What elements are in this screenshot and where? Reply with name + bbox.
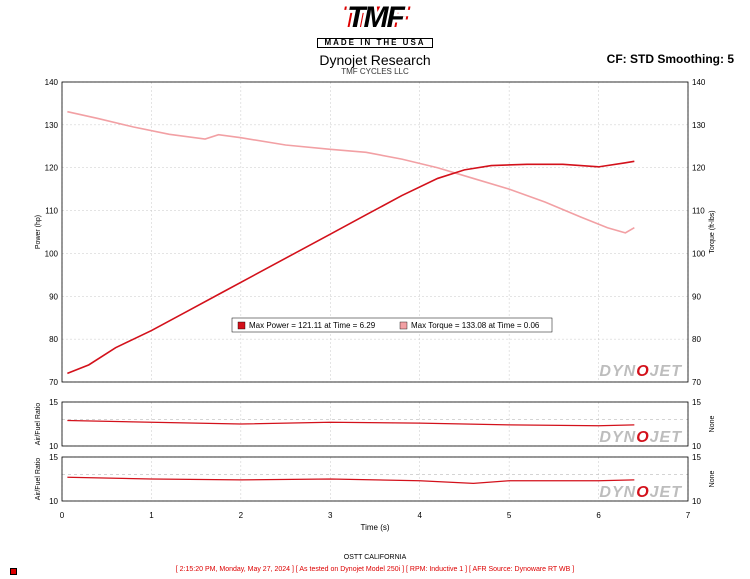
svg-text:7: 7 [686, 511, 691, 520]
logo-band: TMF MADE IN THE USA [0, 0, 750, 52]
chart-subtitle: TMF CYCLES LLC [0, 67, 750, 76]
svg-text:DYNOJET: DYNOJET [599, 484, 682, 501]
svg-text:120: 120 [692, 164, 706, 173]
svg-text:Air/Fuel Ratio: Air/Fuel Ratio [35, 403, 42, 446]
svg-text:None: None [709, 471, 716, 488]
logo-subtext: MADE IN THE USA [317, 38, 432, 48]
svg-text:Max Torque = 133.08 at Time =: Max Torque = 133.08 at Time = 0.06 [411, 321, 540, 330]
svg-text:Power (hp): Power (hp) [35, 215, 42, 249]
svg-text:80: 80 [692, 335, 701, 344]
afr-chart-2: 10 10 15 15 Air/Fuel Ratio None DYNOJET [32, 453, 718, 508]
svg-text:DYNOJET: DYNOJET [599, 429, 682, 446]
svg-text:10: 10 [49, 497, 58, 506]
svg-text:DYNOJET: DYNOJET [599, 363, 682, 380]
svg-text:15: 15 [49, 398, 58, 407]
svg-text:10: 10 [692, 442, 701, 451]
svg-text:130: 130 [45, 121, 59, 130]
svg-text:120: 120 [45, 164, 59, 173]
svg-text:5: 5 [507, 511, 512, 520]
svg-text:6: 6 [596, 511, 601, 520]
svg-text:10: 10 [692, 497, 701, 506]
logo: TMF MADE IN THE USA [317, 3, 432, 49]
svg-text:110: 110 [692, 207, 705, 216]
x-axis: 0 1 2 3 4 5 6 7 Time (s) [32, 508, 718, 534]
main-chart: 70 70 80 80 90 90 100 100 110 110 120 120 130 130 140 1… [32, 78, 718, 398]
svg-text:100: 100 [45, 249, 59, 258]
svg-text:130: 130 [692, 121, 706, 130]
footer-meta: [ 2:15:20 PM, Monday, May 27, 2024 ] [ A… [0, 566, 750, 573]
svg-text:Max Power = 121.11 at Time = 6: Max Power = 121.11 at Time = 6.29 [249, 321, 376, 330]
svg-text:140: 140 [45, 78, 59, 87]
svg-text:2: 2 [239, 511, 244, 520]
footer-location: OSTT CALIFORNIA [0, 554, 750, 561]
chart-stack: 7070808090901001001101101201201301301401… [32, 78, 718, 543]
svg-text:3: 3 [328, 511, 333, 520]
svg-text:110: 110 [45, 207, 58, 216]
svg-text:70: 70 [692, 378, 701, 387]
svg-text:100: 100 [692, 249, 706, 258]
svg-text:1: 1 [149, 511, 154, 520]
svg-text:90: 90 [49, 292, 58, 301]
svg-text:15: 15 [692, 453, 701, 462]
svg-text:0: 0 [60, 511, 65, 520]
svg-text:15: 15 [49, 453, 58, 462]
smoothing-label: CF: STD Smoothing: 5 [607, 52, 734, 66]
svg-text:90: 90 [692, 292, 701, 301]
svg-text:Air/Fuel Ratio: Air/Fuel Ratio [35, 458, 42, 501]
svg-text:80: 80 [49, 335, 58, 344]
svg-text:Torque (ft-lbs): Torque (ft-lbs) [709, 210, 716, 253]
svg-text:15: 15 [692, 398, 701, 407]
svg-text:70: 70 [49, 378, 58, 387]
svg-text:10: 10 [49, 442, 58, 451]
header: Dynojet Research TMF CYCLES LLC CF: STD … [0, 52, 750, 76]
logo-text: TMF [317, 3, 432, 33]
afr-chart-1: 10 10 15 15 Air/Fuel Ratio None DYNOJET [32, 398, 718, 453]
svg-text:4: 4 [417, 511, 422, 520]
svg-text:Time (s): Time (s) [360, 523, 389, 532]
svg-text:140: 140 [692, 78, 706, 87]
svg-text:None: None [709, 416, 716, 433]
